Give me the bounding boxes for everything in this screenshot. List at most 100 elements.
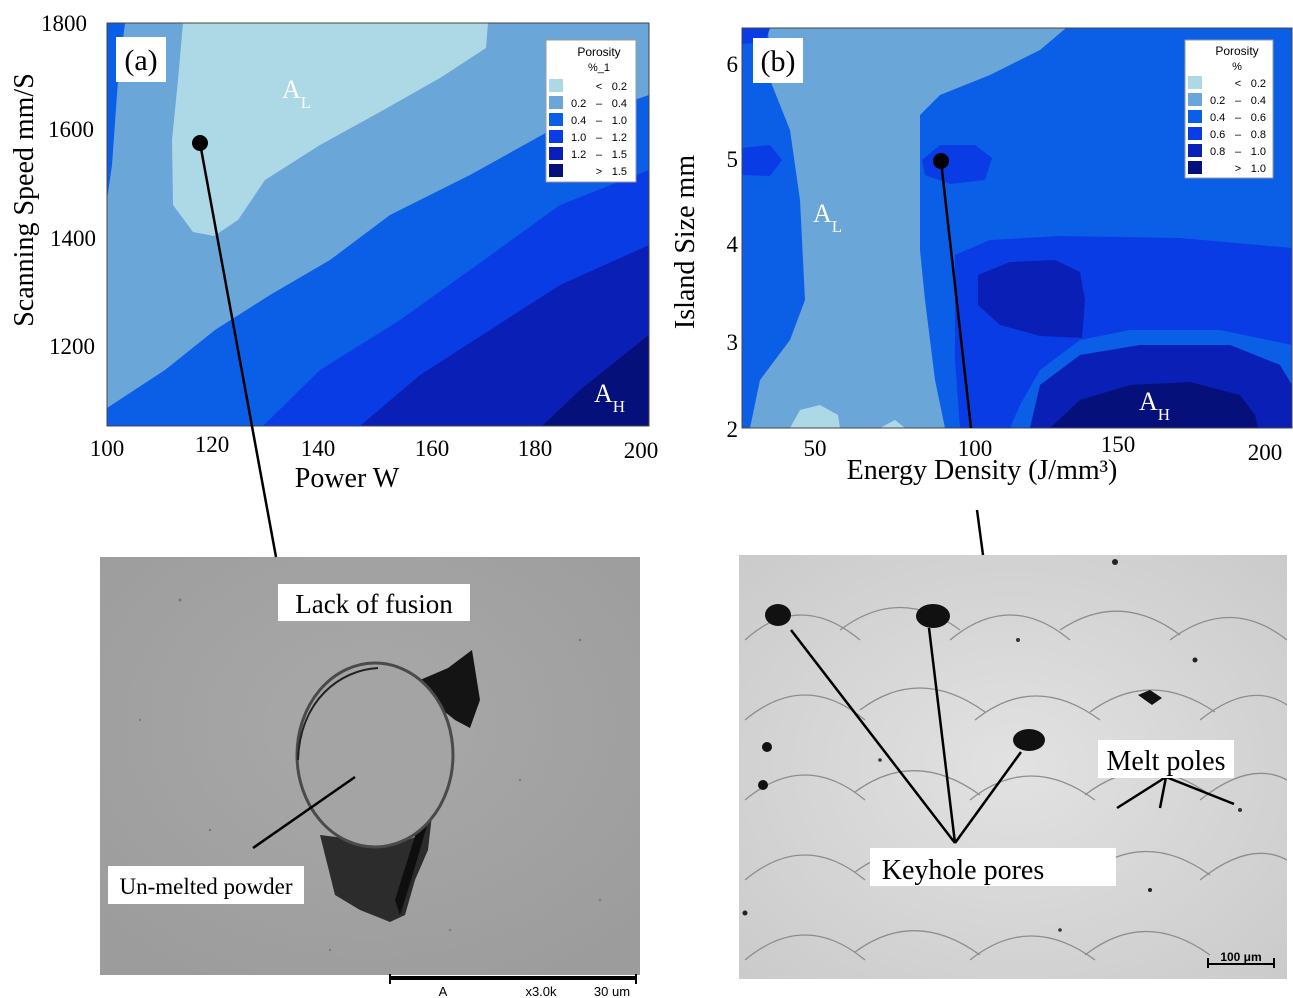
legend-swatch	[1188, 161, 1202, 174]
legend-swatch	[549, 130, 563, 143]
legend-swatch	[549, 164, 563, 177]
legend-range-high: 1.2	[612, 132, 627, 144]
annotation-line	[927, 627, 957, 844]
x-tick-label: 100	[90, 436, 125, 461]
legend-subtitle-b: %	[1232, 61, 1242, 73]
unmelted-powder-particle	[295, 661, 455, 849]
keyhole-pore	[916, 604, 950, 628]
region-low-label-a: AL	[282, 75, 311, 112]
annotation-line	[252, 775, 356, 850]
annotation-line	[790, 629, 956, 844]
melt-poles-label: Melt poles	[1107, 746, 1226, 777]
contour-level-b-3b	[742, 145, 782, 176]
x-tick-label: 100	[958, 436, 993, 461]
panel-label-a: (a)	[124, 44, 157, 77]
x-tick-label: 140	[301, 436, 336, 461]
legend-a: Porosity %_1 <0.20.2–0.40.4–1.01.0–1.21.…	[545, 39, 637, 183]
x-axis-label-a: Power W	[295, 463, 400, 494]
y-tick-label: 6	[727, 52, 739, 77]
annotation-line	[953, 751, 1023, 844]
legend-range-low: 0.4	[1210, 112, 1225, 124]
label-box	[278, 584, 470, 621]
legend-swatch	[549, 79, 563, 92]
scale-text: 100 μm	[1220, 950, 1261, 964]
y-tick-label: 2	[727, 417, 739, 442]
legend-range-op: –	[1235, 146, 1242, 158]
region-high-label-a: AH	[594, 379, 625, 416]
legend-title-a: Porosity	[577, 45, 620, 59]
legend-range-high: 0.2	[612, 81, 627, 93]
region-high-label-b: AH	[1139, 387, 1170, 424]
legend-range-low: 0.2	[1210, 95, 1225, 107]
legend-range-low: 0.8	[1210, 146, 1225, 158]
marked-point-a	[192, 135, 208, 151]
y-axis-a: 1800 1600 1400 1200 Scanning Speed mm/S	[9, 11, 96, 359]
contour-level-b-4	[978, 260, 1085, 338]
contour-level-b-5	[1050, 382, 1258, 428]
label-box	[870, 848, 1116, 886]
legend-range-op: <	[1235, 78, 1241, 90]
legend-range-low: 1.2	[571, 149, 586, 161]
annotation-line	[1165, 775, 1235, 806]
legend-range-high: 1.0	[1251, 163, 1266, 175]
micrograph-a: Lack of fusion Un-melted powder A x3.0k …	[100, 557, 640, 998]
y-tick-label: 1200	[49, 334, 95, 359]
contour-level-a-2-spot	[107, 23, 125, 200]
x-axis-a: 100 120 140 160 180 200 Power W	[90, 432, 659, 494]
contour-level-a-5	[542, 335, 649, 426]
scale-text: A	[439, 984, 448, 998]
legend-range-high: 1.5	[612, 149, 627, 161]
contour-level-a-4	[360, 245, 649, 426]
legend-range-op: –	[1235, 129, 1242, 141]
legend-range-low: 0.6	[1210, 129, 1225, 141]
legend-swatch	[549, 96, 563, 109]
legend-range-op: >	[1235, 163, 1241, 175]
panel-label-box-a	[116, 37, 166, 82]
contour-level-b-0	[790, 405, 840, 428]
y-tick-label: 1800	[41, 11, 87, 36]
panel-label-b: (b)	[761, 45, 796, 78]
legend-swatch	[549, 113, 563, 126]
annotation-line	[1158, 776, 1168, 809]
x-tick-label: 50	[804, 436, 827, 461]
legend-range-high: 1.0	[612, 115, 627, 127]
contour-level-a-0	[172, 23, 488, 236]
legend-swatch	[1188, 144, 1202, 157]
legend-range-high: 1.0	[1251, 146, 1266, 158]
legend-range-op: –	[596, 149, 603, 161]
unmelted-powder-label: Un-melted powder	[119, 874, 292, 899]
legend-range-high: 0.4	[612, 98, 627, 110]
y-tick-label: 1400	[50, 226, 96, 251]
legend-range-low: 0.2	[571, 98, 586, 110]
scale-text: 30 um	[594, 984, 630, 998]
x-axis-b: 50 100 150 200 Energy Density (J/mm³)	[804, 432, 1283, 486]
scale-text: x3.0k	[525, 984, 557, 998]
legend-range-high: 0.2	[1251, 78, 1266, 90]
legend-title-b: Porosity	[1215, 44, 1258, 58]
panel-label-box-b	[753, 38, 803, 83]
label-box	[108, 866, 304, 904]
legend-range-op: >	[596, 166, 602, 178]
y-tick-label: 5	[727, 147, 739, 172]
keyhole-pores-label: Keyhole pores	[882, 855, 1045, 886]
legend-range-op: <	[596, 81, 602, 93]
keyhole-pore	[1013, 729, 1045, 751]
annotation-line	[1116, 775, 1167, 810]
x-tick-label: 180	[518, 436, 553, 461]
y-axis-label-b: Island Size mm	[670, 155, 701, 329]
legend-range-low: 1.0	[571, 132, 586, 144]
label-box	[1098, 740, 1234, 778]
keyhole-pore	[765, 604, 791, 626]
x-tick-label: 150	[1101, 432, 1136, 457]
legend-range-op: –	[596, 98, 603, 110]
y-axis-label-a: Scanning Speed mm/S	[9, 73, 40, 327]
x-tick-label: 200	[624, 438, 659, 463]
y-tick-label: 3	[727, 330, 739, 355]
contour-level-b-0b	[880, 420, 905, 428]
legend-subtitle-a: %_1	[588, 62, 610, 74]
x-tick-label: 160	[415, 436, 450, 461]
region-low-label-b: AL	[813, 199, 842, 236]
lack-of-fusion-label: Lack of fusion	[295, 589, 453, 619]
x-tick-label: 120	[195, 432, 230, 457]
micrograph-b: Keyhole pores Melt poles 100 μm	[739, 555, 1287, 979]
